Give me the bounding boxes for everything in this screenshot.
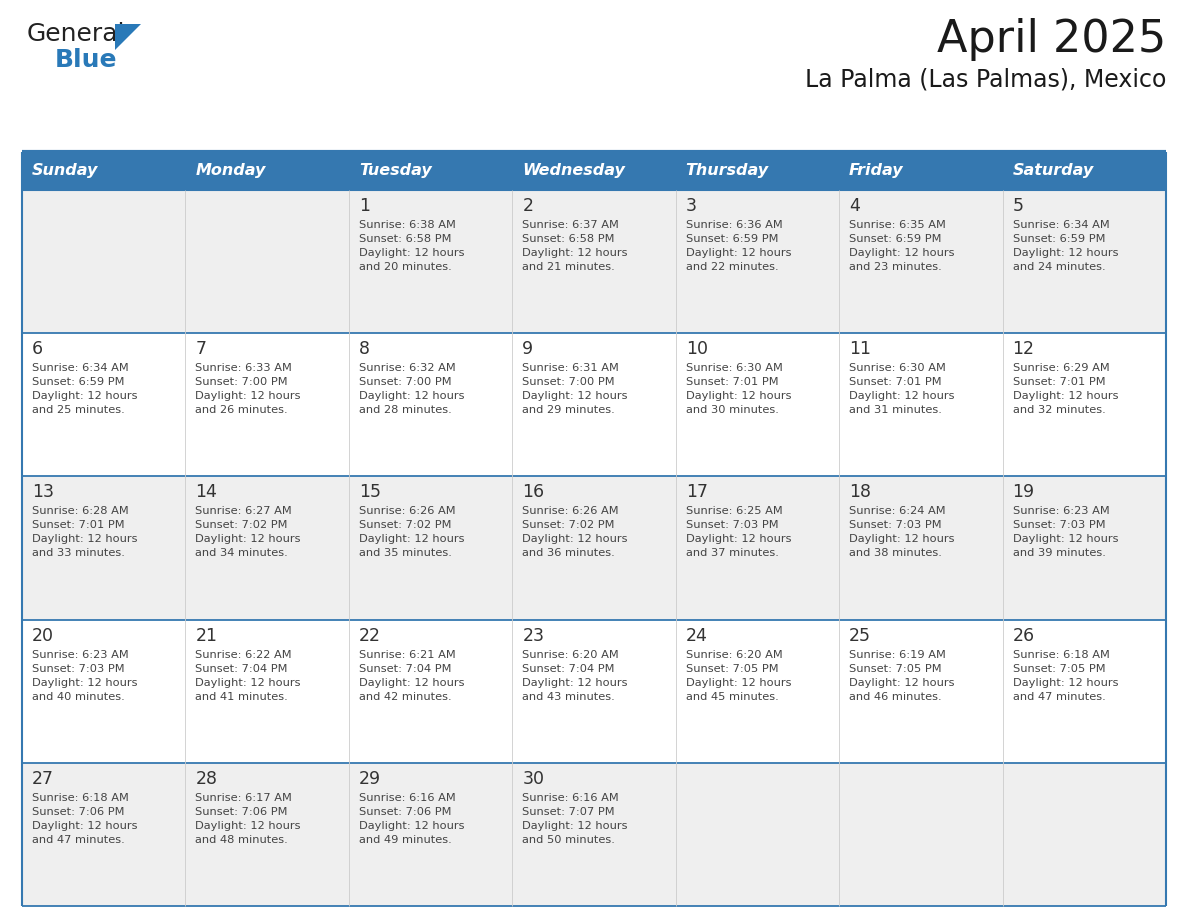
Text: 18: 18 [849,484,871,501]
Text: General: General [27,22,126,46]
Text: 7: 7 [196,341,207,358]
Text: Sunrise: 6:16 AM
Sunset: 7:07 PM
Daylight: 12 hours
and 50 minutes.: Sunrise: 6:16 AM Sunset: 7:07 PM Dayligh… [523,793,627,845]
Text: Sunrise: 6:30 AM
Sunset: 7:01 PM
Daylight: 12 hours
and 30 minutes.: Sunrise: 6:30 AM Sunset: 7:01 PM Dayligh… [685,364,791,415]
Text: Sunrise: 6:35 AM
Sunset: 6:59 PM
Daylight: 12 hours
and 23 minutes.: Sunrise: 6:35 AM Sunset: 6:59 PM Dayligh… [849,220,955,272]
Bar [23,620,1165,763]
Text: Sunrise: 6:19 AM
Sunset: 7:05 PM
Daylight: 12 hours
and 46 minutes.: Sunrise: 6:19 AM Sunset: 7:05 PM Dayligh… [849,650,955,701]
Text: Sunrise: 6:31 AM
Sunset: 7:00 PM
Daylight: 12 hours
and 29 minutes.: Sunrise: 6:31 AM Sunset: 7:00 PM Dayligh… [523,364,627,415]
Text: 19: 19 [1012,484,1035,501]
Bar [23,333,1165,476]
Text: 10: 10 [685,341,708,358]
Text: La Palma (Las Palmas), Mexico: La Palma (Las Palmas), Mexico [804,68,1165,92]
Bar [349,152,512,190]
Text: 9: 9 [523,341,533,358]
Text: Sunrise: 6:20 AM
Sunset: 7:05 PM
Daylight: 12 hours
and 45 minutes.: Sunrise: 6:20 AM Sunset: 7:05 PM Dayligh… [685,650,791,701]
Text: 29: 29 [359,770,381,788]
Text: 16: 16 [523,484,544,501]
Text: Sunrise: 6:37 AM
Sunset: 6:58 PM
Daylight: 12 hours
and 21 minutes.: Sunrise: 6:37 AM Sunset: 6:58 PM Dayligh… [523,220,627,272]
Bar [23,476,1165,620]
Text: Sunrise: 6:26 AM
Sunset: 7:02 PM
Daylight: 12 hours
and 35 minutes.: Sunrise: 6:26 AM Sunset: 7:02 PM Dayligh… [359,507,465,558]
Text: 1: 1 [359,197,369,215]
Text: 25: 25 [849,627,871,644]
Text: 24: 24 [685,627,708,644]
Text: Sunrise: 6:32 AM
Sunset: 7:00 PM
Daylight: 12 hours
and 28 minutes.: Sunrise: 6:32 AM Sunset: 7:00 PM Dayligh… [359,364,465,415]
Text: 27: 27 [32,770,53,788]
Text: 8: 8 [359,341,369,358]
Text: 26: 26 [1012,627,1035,644]
Text: 4: 4 [849,197,860,215]
Text: 13: 13 [32,484,53,501]
Text: 15: 15 [359,484,381,501]
Text: Sunrise: 6:23 AM
Sunset: 7:03 PM
Daylight: 12 hours
and 39 minutes.: Sunrise: 6:23 AM Sunset: 7:03 PM Dayligh… [1012,507,1118,558]
Text: Sunrise: 6:18 AM
Sunset: 7:06 PM
Daylight: 12 hours
and 47 minutes.: Sunrise: 6:18 AM Sunset: 7:06 PM Dayligh… [32,793,138,845]
Bar [23,190,1165,333]
Text: 20: 20 [32,627,53,644]
Text: Sunrise: 6:29 AM
Sunset: 7:01 PM
Daylight: 12 hours
and 32 minutes.: Sunrise: 6:29 AM Sunset: 7:01 PM Dayligh… [1012,364,1118,415]
Text: Sunrise: 6:24 AM
Sunset: 7:03 PM
Daylight: 12 hours
and 38 minutes.: Sunrise: 6:24 AM Sunset: 7:03 PM Dayligh… [849,507,955,558]
Text: Tuesday: Tuesday [359,163,431,178]
Text: Sunrise: 6:38 AM
Sunset: 6:58 PM
Daylight: 12 hours
and 20 minutes.: Sunrise: 6:38 AM Sunset: 6:58 PM Dayligh… [359,220,465,272]
Text: Sunrise: 6:17 AM
Sunset: 7:06 PM
Daylight: 12 hours
and 48 minutes.: Sunrise: 6:17 AM Sunset: 7:06 PM Dayligh… [196,793,301,845]
Text: Saturday: Saturday [1012,163,1094,178]
Text: Sunrise: 6:20 AM
Sunset: 7:04 PM
Daylight: 12 hours
and 43 minutes.: Sunrise: 6:20 AM Sunset: 7:04 PM Dayligh… [523,650,627,701]
Text: 2: 2 [523,197,533,215]
Text: Sunrise: 6:34 AM
Sunset: 6:59 PM
Daylight: 12 hours
and 25 minutes.: Sunrise: 6:34 AM Sunset: 6:59 PM Dayligh… [32,364,138,415]
Bar [839,152,1003,190]
Text: Sunrise: 6:34 AM
Sunset: 6:59 PM
Daylight: 12 hours
and 24 minutes.: Sunrise: 6:34 AM Sunset: 6:59 PM Dayligh… [1012,220,1118,272]
Text: 3: 3 [685,197,696,215]
Text: Sunrise: 6:18 AM
Sunset: 7:05 PM
Daylight: 12 hours
and 47 minutes.: Sunrise: 6:18 AM Sunset: 7:05 PM Dayligh… [1012,650,1118,701]
Text: Blue: Blue [55,48,118,72]
Text: Sunrise: 6:28 AM
Sunset: 7:01 PM
Daylight: 12 hours
and 33 minutes.: Sunrise: 6:28 AM Sunset: 7:01 PM Dayligh… [32,507,138,558]
Text: Sunrise: 6:21 AM
Sunset: 7:04 PM
Daylight: 12 hours
and 42 minutes.: Sunrise: 6:21 AM Sunset: 7:04 PM Dayligh… [359,650,465,701]
Text: Monday: Monday [196,163,266,178]
Bar [676,152,839,190]
Text: 12: 12 [1012,341,1035,358]
Text: Thursday: Thursday [685,163,769,178]
Text: 28: 28 [196,770,217,788]
Text: 30: 30 [523,770,544,788]
Text: Sunrise: 6:30 AM
Sunset: 7:01 PM
Daylight: 12 hours
and 31 minutes.: Sunrise: 6:30 AM Sunset: 7:01 PM Dayligh… [849,364,955,415]
Text: Sunrise: 6:33 AM
Sunset: 7:00 PM
Daylight: 12 hours
and 26 minutes.: Sunrise: 6:33 AM Sunset: 7:00 PM Dayligh… [196,364,301,415]
Text: Sunrise: 6:27 AM
Sunset: 7:02 PM
Daylight: 12 hours
and 34 minutes.: Sunrise: 6:27 AM Sunset: 7:02 PM Dayligh… [196,507,301,558]
Bar [512,152,676,190]
Text: April 2025: April 2025 [937,18,1165,61]
Text: 21: 21 [196,627,217,644]
Text: Sunrise: 6:26 AM
Sunset: 7:02 PM
Daylight: 12 hours
and 36 minutes.: Sunrise: 6:26 AM Sunset: 7:02 PM Dayligh… [523,507,627,558]
Text: Wednesday: Wednesday [523,163,625,178]
Text: 23: 23 [523,627,544,644]
Bar [23,763,1165,906]
Text: 5: 5 [1012,197,1024,215]
Text: Sunday: Sunday [32,163,99,178]
Polygon shape [115,24,141,50]
Bar [1003,152,1165,190]
Text: Sunrise: 6:36 AM
Sunset: 6:59 PM
Daylight: 12 hours
and 22 minutes.: Sunrise: 6:36 AM Sunset: 6:59 PM Dayligh… [685,220,791,272]
Text: 6: 6 [32,341,43,358]
Text: Friday: Friday [849,163,904,178]
Text: Sunrise: 6:22 AM
Sunset: 7:04 PM
Daylight: 12 hours
and 41 minutes.: Sunrise: 6:22 AM Sunset: 7:04 PM Dayligh… [196,650,301,701]
Text: 17: 17 [685,484,708,501]
Text: 14: 14 [196,484,217,501]
Bar [185,152,349,190]
Bar [23,152,185,190]
Text: 22: 22 [359,627,381,644]
Text: 11: 11 [849,341,871,358]
Text: Sunrise: 6:16 AM
Sunset: 7:06 PM
Daylight: 12 hours
and 49 minutes.: Sunrise: 6:16 AM Sunset: 7:06 PM Dayligh… [359,793,465,845]
Text: Sunrise: 6:23 AM
Sunset: 7:03 PM
Daylight: 12 hours
and 40 minutes.: Sunrise: 6:23 AM Sunset: 7:03 PM Dayligh… [32,650,138,701]
Text: Sunrise: 6:25 AM
Sunset: 7:03 PM
Daylight: 12 hours
and 37 minutes.: Sunrise: 6:25 AM Sunset: 7:03 PM Dayligh… [685,507,791,558]
